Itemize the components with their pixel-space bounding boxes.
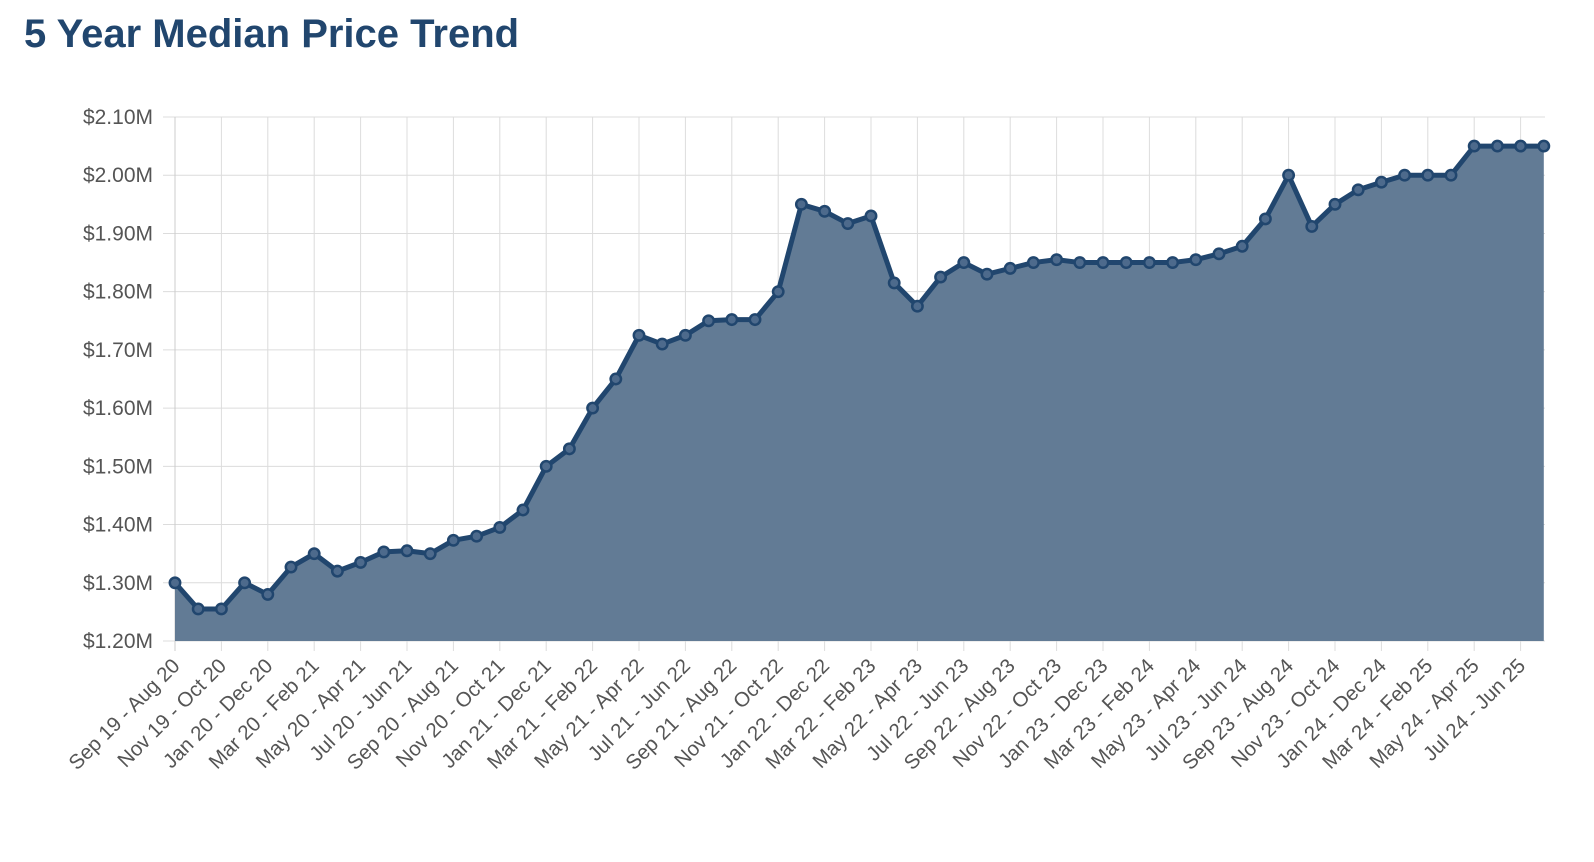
data-point xyxy=(748,313,762,327)
data-point xyxy=(1258,212,1272,226)
y-tick-label: $1.40M xyxy=(83,514,153,537)
data-point xyxy=(1421,168,1435,182)
data-point xyxy=(1142,256,1156,270)
data-point xyxy=(1235,239,1249,253)
data-point xyxy=(1467,139,1481,153)
y-tick-label: $1.80M xyxy=(83,281,153,304)
data-point xyxy=(168,576,182,590)
data-point xyxy=(1189,253,1203,267)
data-point xyxy=(238,576,252,590)
data-point xyxy=(1398,168,1412,182)
data-point xyxy=(330,564,344,578)
data-point xyxy=(562,442,576,456)
data-point xyxy=(1444,168,1458,182)
data-point xyxy=(794,197,808,211)
data-point xyxy=(1537,139,1551,153)
y-tick-label: $1.60M xyxy=(83,397,153,420)
data-point xyxy=(1514,139,1528,153)
data-point xyxy=(586,401,600,415)
data-point xyxy=(841,217,855,230)
data-point xyxy=(284,560,298,574)
data-point xyxy=(655,337,669,351)
data-point xyxy=(1282,168,1296,182)
data-point xyxy=(678,328,692,342)
data-point xyxy=(1073,256,1087,270)
data-point xyxy=(1374,175,1388,189)
y-tick-label: $1.90M xyxy=(83,222,153,245)
data-point xyxy=(1490,139,1504,153)
data-point xyxy=(1026,256,1040,270)
y-tick-label: $2.10M xyxy=(83,106,153,129)
data-point xyxy=(725,313,739,327)
data-point xyxy=(1166,256,1180,270)
data-point xyxy=(423,547,437,561)
data-point xyxy=(771,285,785,299)
data-point xyxy=(261,587,275,601)
data-point xyxy=(1050,253,1064,267)
data-point xyxy=(539,459,553,473)
y-tick-label: $1.20M xyxy=(83,630,153,653)
data-point xyxy=(864,209,878,223)
data-point xyxy=(214,602,228,616)
data-point xyxy=(818,204,832,218)
data-point xyxy=(191,602,205,616)
data-point xyxy=(377,545,391,559)
data-point xyxy=(1305,220,1319,233)
y-axis-ticks: $1.20M $1.30M $1.40M $1.50M $1.60M $1.70M $1.8… xyxy=(83,106,153,653)
data-point xyxy=(354,555,368,569)
y-tick-label: $1.30M xyxy=(83,572,153,595)
data-point xyxy=(887,276,901,290)
data-point xyxy=(446,533,460,547)
data-point xyxy=(980,267,994,281)
data-point xyxy=(307,547,321,561)
data-point xyxy=(1003,261,1017,275)
data-point xyxy=(609,372,623,386)
y-tick-label: $2.00M xyxy=(83,164,153,187)
data-point xyxy=(400,544,414,558)
data-point xyxy=(702,314,716,328)
y-tick-label: $1.50M xyxy=(83,455,153,478)
data-point xyxy=(516,503,530,517)
data-point xyxy=(1351,183,1365,197)
data-point xyxy=(470,529,484,543)
chart-title: 5 Year Median Price Trend xyxy=(24,12,520,56)
data-point xyxy=(934,270,948,284)
data-point xyxy=(1119,256,1133,270)
points-layer xyxy=(168,139,1551,616)
data-point xyxy=(910,299,924,313)
y-tick-label: $1.70M xyxy=(83,339,153,362)
data-point xyxy=(632,328,646,342)
data-point xyxy=(957,256,971,270)
data-point xyxy=(1096,256,1110,270)
data-point xyxy=(493,521,507,534)
data-point xyxy=(1212,247,1226,261)
data-point xyxy=(1328,197,1342,211)
